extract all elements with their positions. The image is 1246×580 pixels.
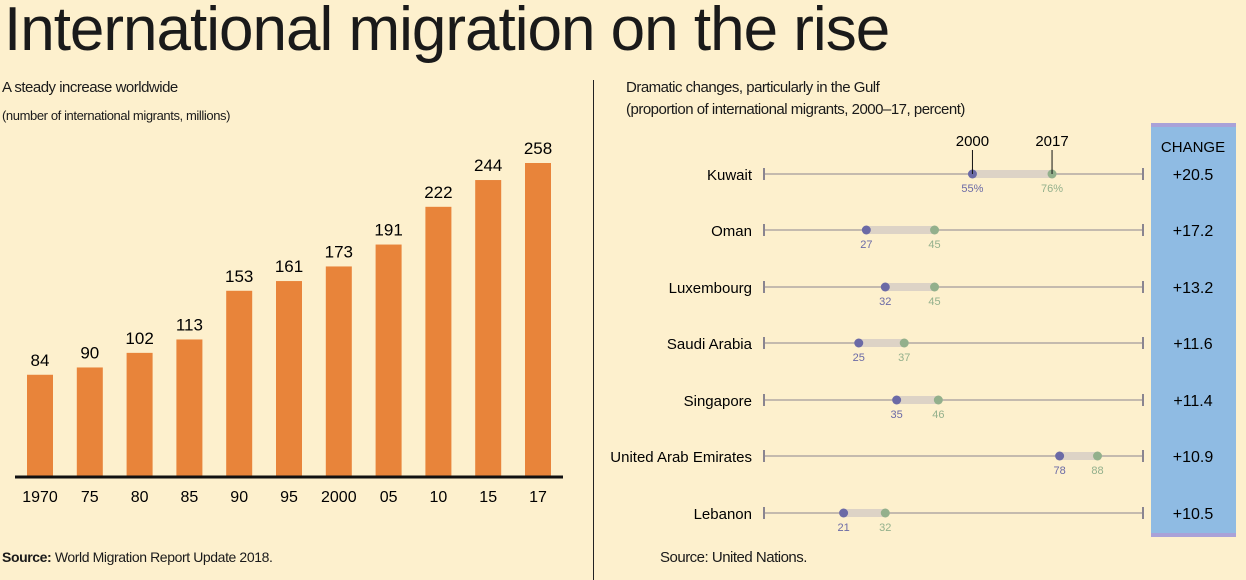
bar-value-label: 84 — [31, 351, 50, 370]
x-tick-label: 1970 — [22, 489, 58, 506]
change-panel-bottom-border — [1151, 533, 1236, 537]
left-source: Source: World Migration Report Update 20… — [2, 549, 273, 565]
value-2017-label: 45 — [928, 239, 940, 251]
bar — [276, 281, 302, 477]
range-bar — [866, 226, 935, 234]
value-2017-label: 45 — [928, 296, 940, 308]
bar — [375, 244, 402, 477]
right-chart-title: Dramatic changes, particularly in the Gu… — [626, 79, 880, 96]
bar-value-label: 90 — [80, 343, 99, 362]
value-2017-label: 37 — [898, 352, 910, 364]
dot-2000 — [880, 282, 890, 292]
value-2000-label: 25 — [853, 352, 865, 364]
left-source-text: World Migration Report Update 2018. — [54, 549, 273, 565]
bar-value-label: 222 — [424, 183, 452, 202]
dot-2017 — [899, 338, 909, 348]
dot-2017 — [930, 282, 940, 292]
range-bar — [972, 170, 1053, 178]
right-source: Source: United Nations. — [660, 549, 807, 566]
country-label: Singapore — [684, 393, 752, 410]
x-tick-label: 90 — [230, 489, 248, 506]
page-title: International migration on the rise — [4, 0, 890, 64]
x-tick-label: 80 — [131, 489, 149, 506]
change-value: +10.9 — [1173, 449, 1214, 466]
x-tick-label: 85 — [181, 489, 199, 506]
range-bar — [858, 339, 905, 347]
bar — [425, 206, 452, 477]
dot-2000 — [839, 508, 849, 518]
x-tick-label: 05 — [380, 489, 398, 506]
country-label: Saudi Arabia — [667, 336, 753, 353]
bar-chart: 84 1970 90 75 102 80 113 85 153 90 161 95 173 2000 191… — [15, 139, 563, 506]
change-value: +17.2 — [1173, 223, 1214, 240]
country-label: United Arab Emirates — [610, 449, 752, 466]
country-label: Kuwait — [707, 167, 753, 184]
bar — [126, 352, 153, 477]
x-tick-label: 17 — [529, 489, 547, 506]
change-value: +11.4 — [1173, 393, 1212, 410]
change-value: +11.6 — [1173, 336, 1212, 353]
bar — [525, 163, 551, 477]
bar — [76, 367, 103, 477]
dot-2017 — [930, 225, 940, 235]
value-2000-label: 21 — [837, 522, 849, 534]
bar-value-label: 161 — [275, 257, 303, 276]
bar-value-label: 258 — [524, 139, 552, 158]
country-label: Lebanon — [694, 506, 752, 523]
range-bar — [885, 283, 935, 291]
country-label: Oman — [711, 223, 752, 240]
series-label-2000: 2000 — [956, 133, 989, 150]
series-label-2017: 2017 — [1035, 133, 1068, 150]
change-value: +10.5 — [1173, 506, 1214, 523]
value-2017-label: 32 — [879, 522, 891, 534]
value-2017-label: 76% — [1041, 183, 1063, 195]
dot-2017 — [880, 508, 890, 518]
change-panel — [1151, 123, 1236, 537]
bar — [226, 290, 253, 477]
right-chart-subtitle: (proportion of international migrants, 2… — [626, 101, 965, 118]
dot-2000 — [892, 395, 902, 405]
x-tick-label: 2000 — [321, 489, 357, 506]
bar-value-label: 191 — [374, 221, 402, 240]
bar — [176, 339, 203, 477]
value-2000-label: 32 — [879, 296, 891, 308]
value-2000-label: 55% — [961, 183, 983, 195]
dot-2000 — [854, 338, 864, 348]
bar-value-label: 244 — [474, 156, 502, 175]
left-source-label: Source: — [2, 549, 52, 565]
bar-value-label: 113 — [176, 315, 203, 334]
dot-2017 — [1093, 451, 1103, 461]
change-panel-top-border — [1151, 123, 1236, 127]
range-bar — [843, 509, 886, 517]
bar-value-label: 173 — [325, 242, 353, 261]
bar — [475, 180, 502, 477]
x-tick-label: 75 — [81, 489, 99, 506]
dot-2000 — [1055, 451, 1065, 461]
change-value: +20.5 — [1173, 167, 1214, 184]
dumbbell-chart: CHANGE Kuwait 55% 76% +20.5 2000 2017 Oman 27 45 +… — [610, 123, 1236, 537]
bar-value-label: 153 — [225, 267, 253, 286]
value-2000-label: 78 — [1053, 465, 1065, 477]
x-tick-label: 15 — [479, 489, 497, 506]
country-label: Luxembourg — [669, 280, 752, 297]
dot-2000 — [861, 225, 871, 235]
value-2000-label: 27 — [860, 239, 872, 251]
bar — [325, 266, 352, 477]
value-2017-label: 46 — [932, 409, 944, 421]
bar-value-label: 102 — [125, 329, 153, 348]
value-2000-label: 35 — [891, 409, 903, 421]
dot-2017 — [933, 395, 943, 405]
x-tick-label: 10 — [430, 489, 448, 506]
range-bar — [1059, 452, 1098, 460]
change-value: +13.2 — [1173, 280, 1214, 297]
left-chart-subtitle: (number of international migrants, milli… — [2, 108, 231, 123]
range-bar — [896, 396, 939, 404]
change-header: CHANGE — [1161, 139, 1225, 156]
x-tick-label: 95 — [280, 489, 298, 506]
left-chart-title: A steady increase worldwide — [2, 79, 178, 96]
panel-divider — [593, 80, 594, 580]
bar — [27, 374, 53, 477]
value-2017-label: 88 — [1091, 465, 1103, 477]
